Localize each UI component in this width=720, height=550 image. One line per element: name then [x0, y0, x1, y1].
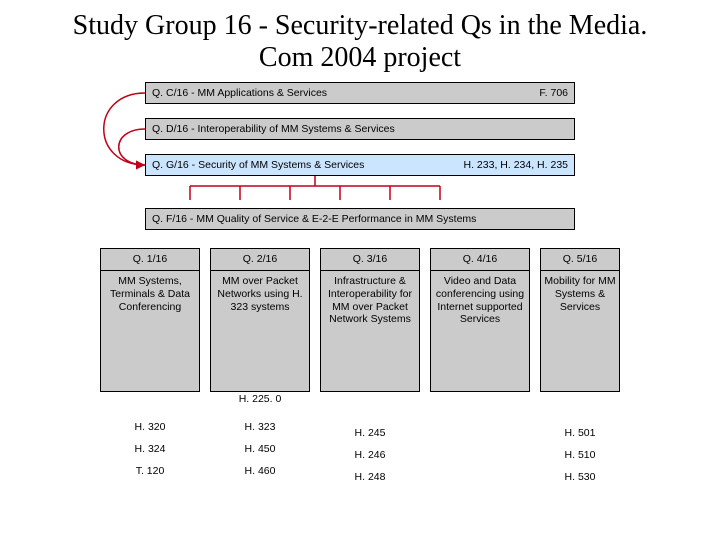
- bar-2-left: Q. G/16 - Security of MM Systems & Servi…: [152, 159, 464, 171]
- col5-r1: H. 510: [540, 450, 620, 462]
- col3-r1: H. 246: [320, 450, 420, 462]
- col3-r0: H. 245: [320, 428, 420, 440]
- column-4-body: Mobility for MM Systems & Services: [541, 271, 619, 317]
- column-1: Q. 2/16MM over Packet Networks using H. …: [210, 248, 310, 392]
- col1-r2: T. 120: [100, 466, 200, 478]
- bar-1-left: Q. D/16 - Interoperability of MM Systems…: [152, 123, 568, 135]
- column-1-body: MM over Packet Networks using H. 323 sys…: [211, 271, 309, 317]
- bar-0: Q. C/16 - MM Applications & ServicesF. 7…: [145, 82, 575, 104]
- column-3: Q. 4/16Video and Data conferencing using…: [430, 248, 530, 392]
- column-4: Q. 5/16Mobility for MM Systems & Service…: [540, 248, 620, 392]
- column-0-head: Q. 1/16: [101, 249, 199, 271]
- column-2-body: Infrastructure & Interoperability for MM…: [321, 271, 419, 329]
- col5-r2: H. 530: [540, 472, 620, 484]
- column-1-head: Q. 2/16: [211, 249, 309, 271]
- col2-r1: H. 323: [210, 422, 310, 434]
- bar-3-left: Q. F/16 - MM Quality of Service & E-2-E …: [152, 213, 568, 225]
- page-title: Study Group 16 - Security-related Qs in …: [60, 10, 660, 74]
- diagram-area: Q. C/16 - MM Applications & ServicesF. 7…: [40, 82, 680, 512]
- column-4-head: Q. 5/16: [541, 249, 619, 271]
- col2-r3: H. 460: [210, 466, 310, 478]
- bar-0-right: F. 706: [539, 87, 568, 99]
- column-3-body: Video and Data conferencing using Intern…: [431, 271, 529, 329]
- col2-r2: H. 450: [210, 444, 310, 456]
- column-2: Q. 3/16Infrastructure & Interoperability…: [320, 248, 420, 392]
- column-3-head: Q. 4/16: [431, 249, 529, 271]
- bar-1: Q. D/16 - Interoperability of MM Systems…: [145, 118, 575, 140]
- bar-2: Q. G/16 - Security of MM Systems & Servi…: [145, 154, 575, 176]
- col2-r0: H. 225. 0: [210, 394, 310, 406]
- bar-0-left: Q. C/16 - MM Applications & Services: [152, 87, 539, 99]
- column-0-body: MM Systems, Terminals & Data Conferencin…: [101, 271, 199, 317]
- bar-3: Q. F/16 - MM Quality of Service & E-2-E …: [145, 208, 575, 230]
- column-0: Q. 1/16MM Systems, Terminals & Data Conf…: [100, 248, 200, 392]
- col5-r0: H. 501: [540, 428, 620, 440]
- bar-2-right: H. 233, H. 234, H. 235: [464, 159, 568, 171]
- col1-r0: H. 320: [100, 422, 200, 434]
- col1-r1: H. 324: [100, 444, 200, 456]
- col3-r2: H. 248: [320, 472, 420, 484]
- column-2-head: Q. 3/16: [321, 249, 419, 271]
